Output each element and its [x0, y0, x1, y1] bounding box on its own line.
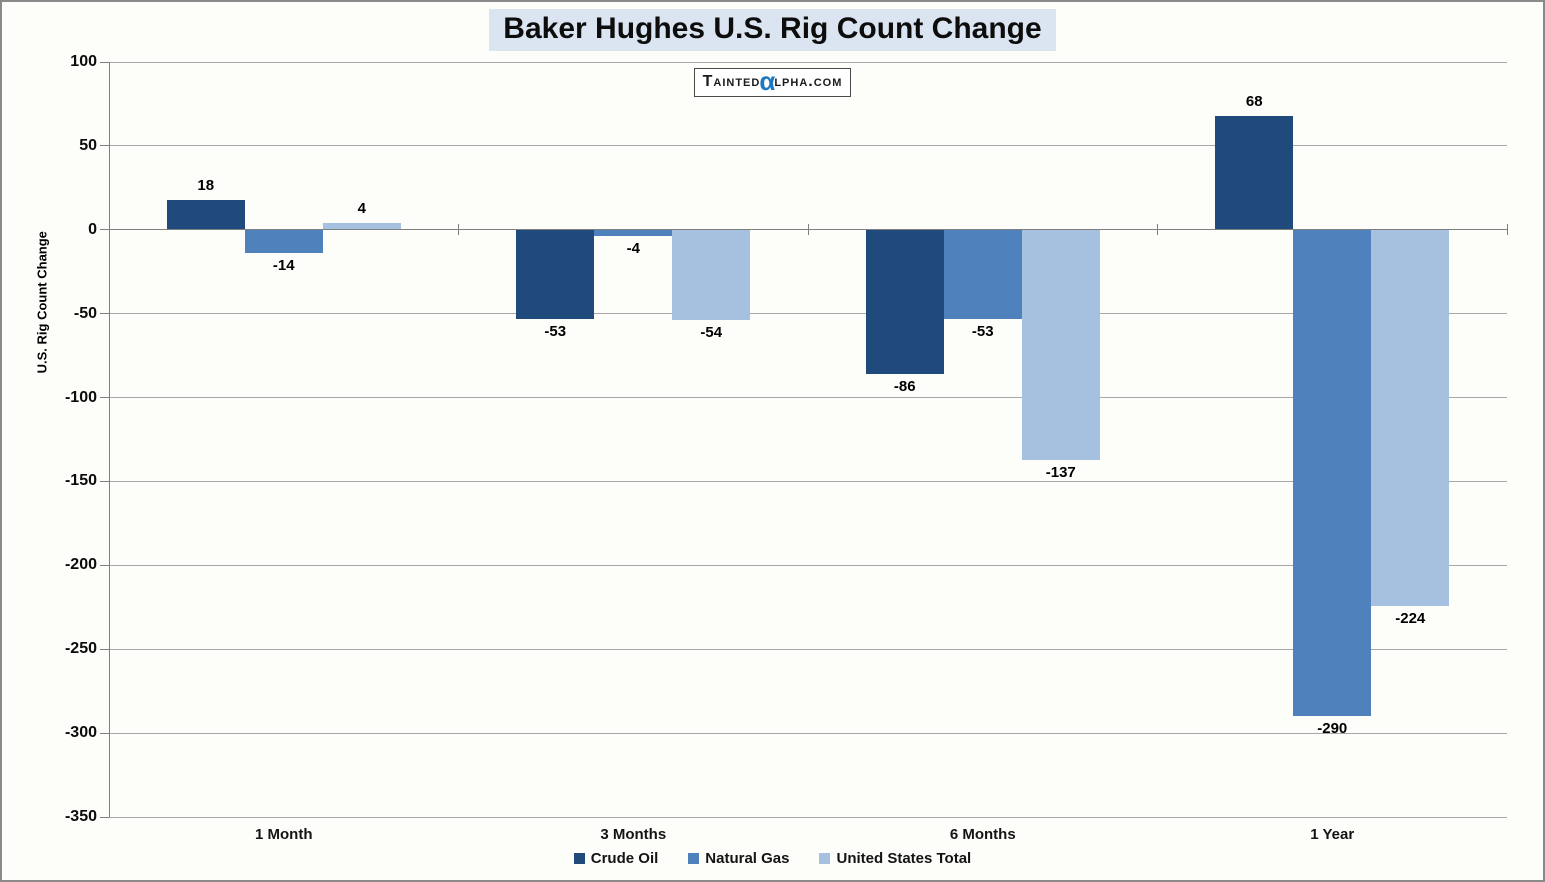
legend-label: United States Total — [836, 850, 972, 867]
legend-swatch-icon — [819, 853, 831, 864]
bar-value-label: -53 — [971, 322, 994, 340]
bar-crude-oil-2 — [516, 229, 595, 319]
bar-value-label: -14 — [272, 257, 295, 275]
taintedalpha-logo: Tainted α lpha.com — [693, 66, 852, 97]
x-axis-tick-3 — [1157, 224, 1158, 236]
y-tick-label--300: -300 — [64, 724, 97, 742]
y-axis-tick-0 — [100, 229, 109, 231]
y-axis-tick--250 — [100, 648, 109, 650]
y-axis-tick-100 — [100, 61, 109, 63]
legend-item-crude-oil: Crude Oil — [573, 850, 659, 867]
bar-value-label: -53 — [544, 322, 567, 340]
gridline-100 — [109, 61, 1507, 63]
legend: Crude Oil Natural Gas United States Total — [2, 850, 1543, 867]
y-axis-tick-50 — [100, 145, 109, 147]
y-axis-tick--50 — [100, 313, 109, 315]
y-tick-label--250: -250 — [64, 640, 97, 658]
y-axis-tick--150 — [100, 480, 109, 482]
gridline-50 — [109, 145, 1507, 147]
bar-value-label: 18 — [197, 176, 215, 194]
title-row: Baker Hughes U.S. Rig Count Change — [2, 9, 1543, 51]
y-axis-line — [109, 62, 110, 817]
y-axis-title: U.S. Rig Count Change — [34, 231, 50, 374]
y-tick-label-0: 0 — [88, 220, 97, 238]
bar-united-states-total-2 — [672, 229, 751, 321]
bar-natural-gas-2 — [594, 229, 673, 237]
bar-natural-gas-3 — [943, 229, 1022, 319]
legend-label: Crude Oil — [590, 850, 659, 867]
bar-crude-oil-4 — [1215, 115, 1294, 230]
y-axis-tick--350 — [100, 816, 109, 818]
bar-value-label: 68 — [1245, 92, 1263, 110]
bar-crude-oil-3 — [865, 229, 944, 375]
y-tick-label-100: 100 — [70, 53, 97, 70]
bar-crude-oil-1 — [166, 199, 245, 230]
bar-united-states-total-4 — [1371, 229, 1450, 606]
legend-swatch-icon — [573, 853, 585, 864]
bar-natural-gas-4 — [1293, 229, 1372, 717]
y-axis-tick--300 — [100, 732, 109, 734]
y-tick-label-50: 50 — [79, 136, 97, 154]
logo-text-after: lpha.com — [774, 73, 843, 90]
gridline--200 — [109, 564, 1507, 566]
logo-text-before: Tainted — [702, 73, 761, 90]
legend-item-natural-gas: Natural Gas — [688, 850, 789, 867]
bar-united-states-total-1 — [322, 223, 401, 230]
bar-united-states-total-3 — [1021, 229, 1100, 460]
x-axis-tick-1 — [458, 224, 459, 236]
chart-title: Baker Hughes U.S. Rig Count Change — [489, 9, 1056, 51]
x-axis-tick-4 — [1506, 224, 1508, 236]
legend-swatch-icon — [688, 853, 700, 864]
x-category-label-3: 6 Months — [949, 826, 1016, 843]
y-axis-tick--100 — [100, 397, 109, 399]
legend-item-united-states-total: United States Total — [819, 850, 971, 867]
legend-label: Natural Gas — [705, 850, 790, 867]
x-category-label-2: 3 Months — [600, 826, 667, 843]
y-tick-label--350: -350 — [64, 808, 97, 825]
gridline--150 — [109, 480, 1507, 482]
gridline--300 — [109, 732, 1507, 734]
bar-value-label: -224 — [1395, 609, 1426, 627]
bar-value-label: -54 — [700, 324, 723, 342]
plot-area: 100 50 0 -50 -100 -150 -200 -250 -300 -350 18 -53 -8… — [65, 53, 1508, 843]
y-tick-label--100: -100 — [64, 388, 97, 406]
bar-natural-gas-1 — [244, 229, 323, 254]
y-tick-label--150: -150 — [64, 472, 97, 490]
x-category-label-4: 1 Year — [1310, 826, 1355, 843]
x-axis-tick-2 — [807, 224, 809, 236]
gridline--250 — [109, 648, 1507, 650]
bar-value-label: -4 — [626, 240, 640, 258]
gridline--350 — [109, 816, 1507, 818]
bar-value-label: -86 — [893, 378, 916, 396]
y-tick-label--200: -200 — [64, 556, 97, 574]
logo-row: Tainted α lpha.com — [2, 68, 1543, 97]
gridline--100 — [109, 397, 1507, 399]
bar-value-label: -290 — [1317, 720, 1348, 738]
gridline--50 — [109, 313, 1507, 315]
y-axis-tick--200 — [100, 564, 109, 566]
x-category-label-1: 1 Month — [255, 826, 313, 843]
bar-value-label: -137 — [1045, 463, 1076, 481]
alpha-icon: α — [759, 66, 776, 96]
y-tick-label--50: -50 — [73, 304, 97, 322]
bar-value-label: 4 — [357, 200, 366, 218]
